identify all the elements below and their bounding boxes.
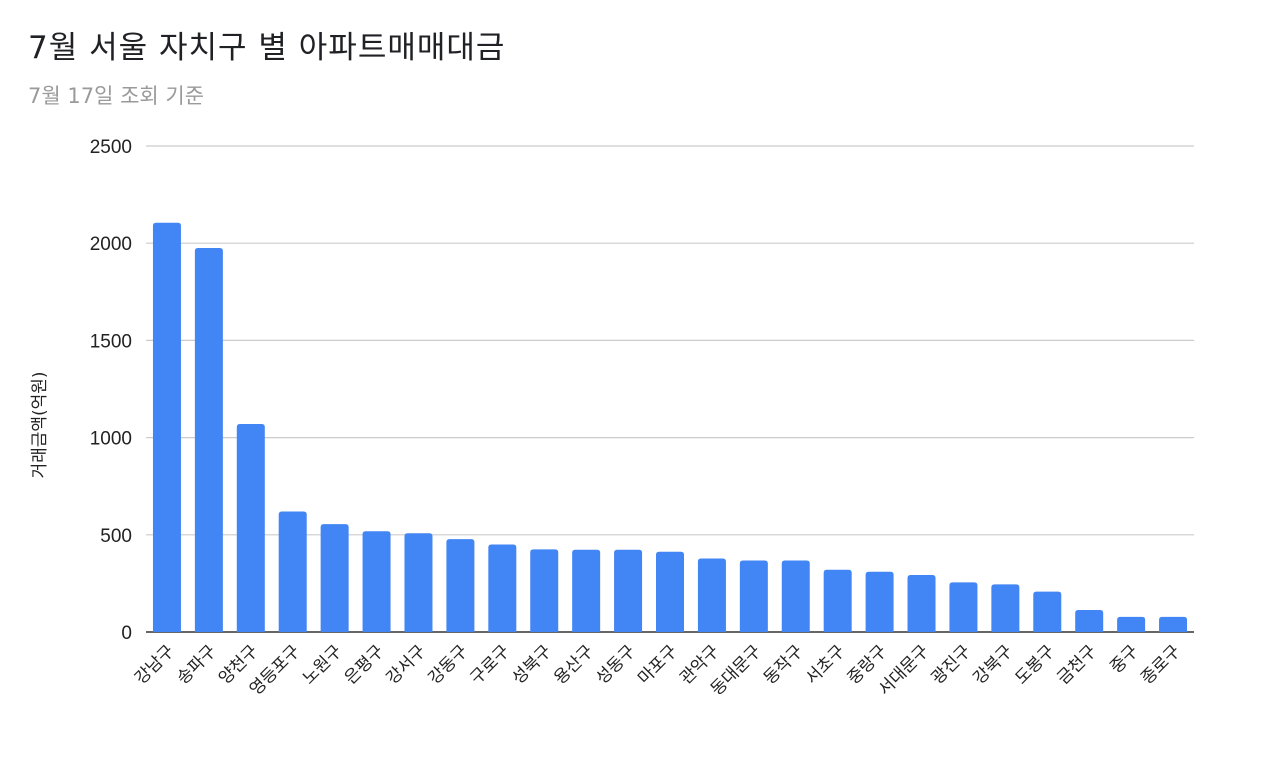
bar	[236, 423, 265, 632]
bar	[1159, 616, 1188, 632]
x-category-labels: 강남구송파구양천구영등포구노원구은평구강서구강동구구로구성북구용산구성동구마포구…	[131, 641, 1184, 699]
x-category-label: 강북구	[970, 641, 1017, 688]
y-tick-label: 1500	[90, 331, 132, 352]
y-tick-label: 2500	[90, 137, 132, 158]
bar	[865, 571, 894, 632]
bar	[739, 560, 768, 632]
bar	[194, 248, 223, 632]
x-category-label: 마포구	[634, 641, 681, 688]
bar	[949, 582, 978, 632]
bar	[823, 569, 852, 632]
x-category-label: 중구	[1106, 641, 1142, 677]
x-category-label: 은평구	[341, 641, 388, 688]
bar	[278, 511, 307, 632]
y-tick-label: 0	[121, 623, 132, 644]
bar	[404, 533, 433, 632]
x-category-label: 광진구	[928, 641, 975, 688]
bar	[446, 539, 475, 632]
bar	[1117, 616, 1146, 632]
x-category-label: 구로구	[467, 641, 514, 688]
y-tick-label: 2000	[90, 234, 132, 255]
y-tick-labels: 0 500 1000 1500 2000 2500	[90, 137, 132, 644]
bar	[656, 551, 684, 632]
x-category-label: 금천구	[1053, 641, 1100, 688]
bar	[488, 544, 517, 632]
bar	[152, 222, 181, 632]
x-category-label: 종로구	[1137, 641, 1184, 688]
bar	[1033, 591, 1062, 632]
bar	[991, 584, 1020, 632]
x-category-label: 강서구	[383, 641, 430, 688]
x-category-label: 송파구	[173, 641, 220, 688]
x-category-label: 용산구	[550, 641, 597, 688]
x-category-label: 강남구	[131, 641, 178, 688]
y-tick-label: 1000	[90, 429, 132, 450]
bar	[614, 549, 643, 632]
chart-title: 7월 서울 자치구 별 아파트매매대금	[28, 30, 506, 66]
chart-subtitle: 7월 17일 조회 기준	[28, 84, 205, 108]
bar	[320, 524, 349, 632]
bars	[152, 222, 1188, 632]
y-axis-label: 거래금액(억원)	[30, 371, 50, 478]
x-category-label: 성동구	[592, 641, 639, 688]
x-category-label: 노원구	[299, 641, 346, 688]
bar	[362, 531, 391, 632]
x-category-label: 도봉구	[1011, 641, 1058, 688]
x-category-label: 성북구	[508, 641, 555, 688]
y-tick-label: 500	[100, 526, 132, 547]
bar	[530, 549, 559, 632]
bar	[907, 575, 936, 632]
x-category-label: 강동구	[425, 641, 472, 688]
bar	[572, 549, 601, 632]
bar	[781, 560, 810, 632]
bar	[1075, 610, 1104, 632]
bar	[697, 558, 726, 632]
x-category-label: 동작구	[760, 641, 807, 688]
x-category-label: 서초구	[802, 641, 849, 688]
